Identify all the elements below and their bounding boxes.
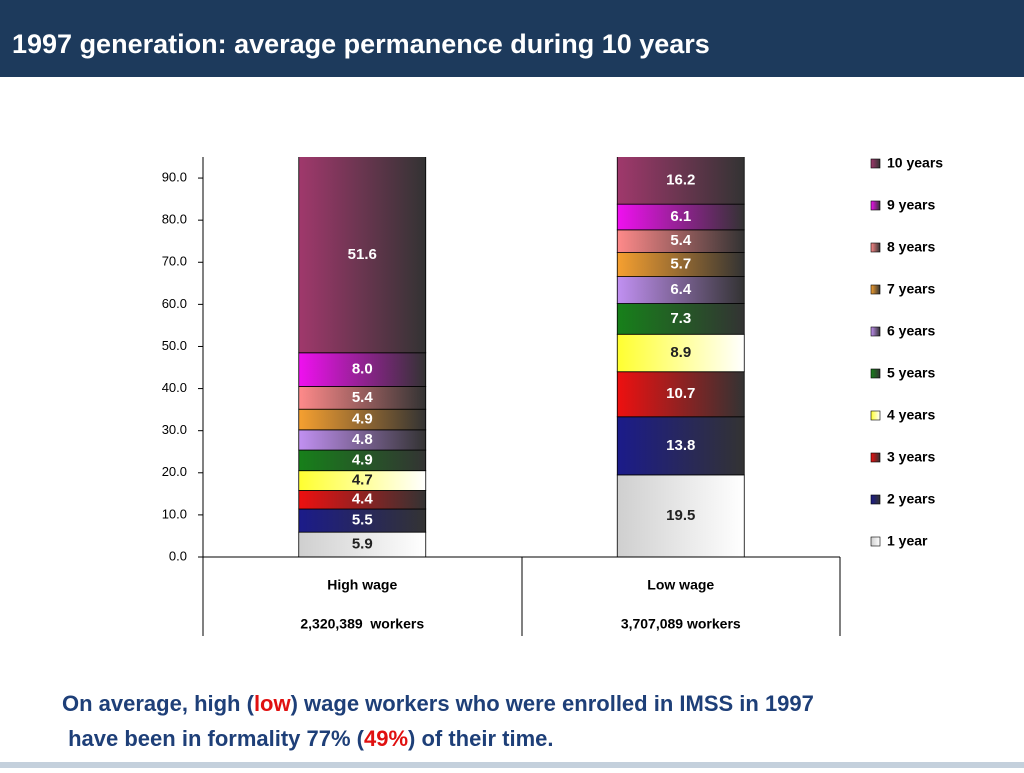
bar-segment <box>298 352 427 387</box>
bar-segment <box>616 416 745 476</box>
category-label: Low wage <box>647 577 714 593</box>
value-label: 4.7 <box>352 472 373 489</box>
bar-segment <box>616 333 745 373</box>
legend-swatch <box>870 494 881 505</box>
note-segment: ) wage workers who were enrolled in IMSS… <box>291 691 814 716</box>
note-segment: 49% <box>364 726 408 751</box>
legend-swatch <box>870 452 881 463</box>
legend-label: 5 years <box>887 365 935 381</box>
legend-swatch <box>870 410 881 421</box>
value-label: 16.2 <box>666 172 695 189</box>
value-label: 8.0 <box>352 361 373 378</box>
y-tick-label: 40.0 <box>162 380 187 395</box>
value-label: 6.4 <box>670 281 692 298</box>
value-label: 19.5 <box>666 507 695 524</box>
slide-title: 1997 generation: average permanence duri… <box>12 29 710 59</box>
value-label: 51.6 <box>348 246 377 263</box>
note-segment: ) of their time. <box>408 726 553 751</box>
category-sublabel: 2,320,389 workers <box>300 616 424 632</box>
legend-swatch <box>870 326 881 337</box>
value-label: 13.8 <box>666 437 695 454</box>
value-label: 5.9 <box>352 536 373 553</box>
value-label: 4.4 <box>352 491 374 508</box>
legend-swatch <box>870 158 881 169</box>
value-label: 7.3 <box>670 310 691 327</box>
legend-label: 10 years <box>887 155 943 171</box>
note-line: have been in formality 77% (49%) of thei… <box>62 726 553 751</box>
value-label: 4.8 <box>352 431 373 448</box>
legend-swatch <box>870 368 881 379</box>
y-tick-label: 20.0 <box>162 464 187 479</box>
note-segment: have been in formality 77% ( <box>62 726 365 751</box>
y-tick-label: 70.0 <box>162 254 187 269</box>
bar-segment <box>616 157 745 205</box>
y-tick-label: 0.0 <box>169 548 187 563</box>
y-tick-label: 10.0 <box>162 506 187 521</box>
y-tick-label: 50.0 <box>162 338 187 353</box>
legend-swatch <box>870 242 881 253</box>
legend-label: 7 years <box>887 281 935 297</box>
value-label: 5.4 <box>670 232 692 249</box>
header-bar <box>0 0 1024 77</box>
footer-stripe <box>0 762 1024 768</box>
category-sublabel: 3,707,089 workers <box>621 616 741 632</box>
legend-swatch <box>870 536 881 547</box>
y-tick-label: 30.0 <box>162 422 187 437</box>
legend-swatch <box>870 284 881 295</box>
bar-segment <box>298 531 427 557</box>
category-label: High wage <box>327 577 397 593</box>
legend-label: 4 years <box>887 407 935 423</box>
legend-label: 9 years <box>887 197 935 213</box>
bar-segment <box>616 303 745 335</box>
note-segment: low <box>254 691 292 716</box>
value-label: 10.7 <box>666 385 695 402</box>
y-tick-label: 60.0 <box>162 296 187 311</box>
value-label: 5.5 <box>352 512 373 529</box>
y-tick-label: 80.0 <box>162 212 187 227</box>
legend-label: 1 year <box>887 533 928 549</box>
bar-segment <box>298 157 427 354</box>
legend-label: 2 years <box>887 491 935 507</box>
value-label: 5.4 <box>352 389 374 406</box>
value-label: 8.9 <box>670 344 691 361</box>
bar-segment <box>616 371 745 418</box>
value-label: 4.9 <box>352 451 373 468</box>
bar-segment <box>616 203 745 231</box>
value-label: 6.1 <box>670 208 691 225</box>
value-label: 5.7 <box>670 256 691 273</box>
legend-label: 8 years <box>887 239 935 255</box>
y-tick-label: 90.0 <box>162 169 187 184</box>
legend-label: 6 years <box>887 323 935 339</box>
legend-label: 3 years <box>887 449 935 465</box>
note-segment: On average, high ( <box>62 691 255 716</box>
note-line: On average, high (low) wage workers who … <box>62 691 814 716</box>
legend-swatch <box>870 200 881 211</box>
bar-segment <box>616 252 745 277</box>
value-label: 4.9 <box>352 410 373 427</box>
bar-segment <box>616 474 745 557</box>
